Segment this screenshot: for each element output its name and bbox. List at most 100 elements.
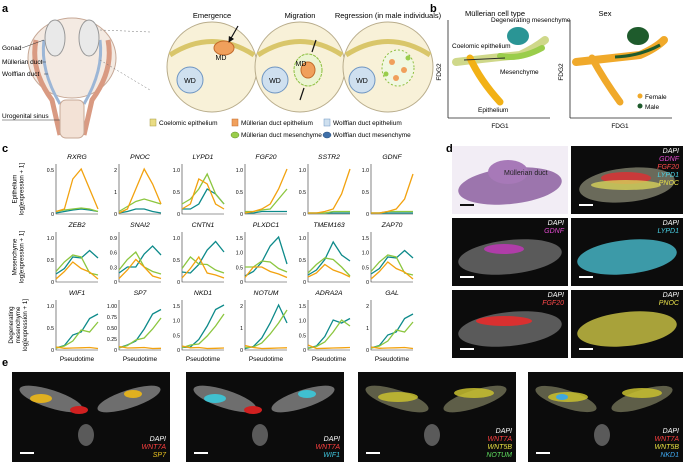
channel-labels-e1: DAPI WNT7A SP7 [141, 436, 167, 459]
pseudotime-plot-GAL: GAL 0 1 2 Pseudotime [366, 290, 414, 363]
channel-labels-lypd1: DAPI LYPD1 [657, 220, 679, 235]
gene-title: TMEM163 [313, 222, 345, 229]
y-tick: 0 [51, 348, 54, 354]
channel-labels-e2: DAPI WNT7A WIF1 [315, 436, 341, 459]
y-tick: 2 [240, 304, 243, 310]
urogenital-sinus-label: Urogenital sinus [2, 113, 49, 120]
legend-wd-epithelium: Wolffian duct epithelium [333, 120, 402, 127]
y-tick: 0 [303, 212, 306, 218]
pseudotime-plot-LYPD1: LYPD1 0 0.5 1.0 [173, 154, 225, 218]
y-tick: 0.5 [362, 265, 369, 271]
pseudotime-plot-SNAI2: SNAI2 0 0.3 0.6 0.9 [110, 222, 162, 286]
x-axis-label: Pseudotime [186, 356, 221, 363]
gene-title: NKD1 [194, 290, 212, 297]
circle-md-2: MD [296, 61, 307, 68]
expression-curve [181, 313, 225, 349]
stage-title-regression: Regression (in male individuals) [335, 11, 442, 20]
fish-fgf20: DAPI FGF20 [452, 290, 568, 358]
y-tick: 0.5 [236, 190, 243, 196]
wholemount-sp7: DAPI WNT7A SP7 [12, 372, 170, 462]
pseudotime-plot-FGF20: FGF20 0 0.5 1.0 [236, 154, 288, 218]
y-tick: 2 [366, 304, 369, 310]
gene-title: WIF1 [69, 290, 85, 297]
gene-title: ADRA2A [314, 290, 343, 297]
cell-type-legend: Coelomic epithelium Müllerian duct epith… [149, 118, 411, 139]
y-tick: 0.5 [299, 190, 306, 196]
pseudotime-plot-ADRA2A: ADRA2A 0 0.5 1.0 1.5 Pseudotime [299, 290, 351, 363]
cluster-label-epithelium: Epithelium [478, 107, 508, 114]
stage-title-migration: Migration [285, 11, 316, 20]
gene-title: SNAI2 [130, 222, 150, 229]
stage-emergence: Emergence WD MD [166, 11, 258, 113]
gene-title: FGF20 [255, 154, 276, 161]
y-tick: 0 [240, 280, 243, 286]
pseudotime-plot-ZAP70: ZAP70 0 0.5 1.0 1.5 [362, 222, 414, 286]
mullerian-duct-label: Müllerian duct [2, 59, 43, 66]
cluster-label-coelomic: Coelomic epithelium [452, 43, 511, 50]
pseudotime-plot-ZEB2: ZEB2 0 0.5 1.0 [47, 222, 99, 286]
expression-curve [55, 346, 99, 350]
pseudotime-row-labels: Epitheliumlog[expression + 1] Mesenchymel… [8, 163, 29, 351]
row-label-1: Mesenchymelog[expression + 1] [12, 231, 26, 283]
embedding-title-cell-type: Müllerian cell type [465, 9, 525, 18]
expression-curve [181, 178, 225, 210]
y-tick: 0 [303, 280, 306, 286]
legend-md-mesenchyme: Müllerian duct mesenchyme [241, 132, 322, 139]
expression-curve [181, 304, 225, 349]
expression-curve [118, 345, 162, 350]
y-tick: 2 [114, 168, 117, 174]
y-tick: 0 [240, 212, 243, 218]
expression-curve [181, 345, 225, 350]
expression-curve [308, 168, 351, 214]
he-section: Müllerian duct [452, 146, 568, 214]
expression-curve [55, 321, 99, 349]
pseudotime-plot-NKD1: NKD1 0 0.5 1.0 1.5 Pseudotime [173, 290, 225, 363]
pseudotime-plot-RXRG: RXRG 0 0.5 [47, 154, 99, 218]
pseudotime-plot-PLXDC1: PLXDC1 0 0.5 1.0 1.5 [236, 222, 288, 286]
y-tick: 1.5 [362, 236, 369, 242]
y-tick: 0 [177, 348, 180, 354]
expression-curve [118, 250, 162, 275]
y-tick: 1.0 [47, 304, 54, 310]
channel-labels-pnoc: DAPI PNOC [658, 292, 679, 307]
y-tick: 1.00 [107, 304, 117, 310]
y-tick: 0.9 [110, 236, 117, 242]
pseudotime-plot-WIF1: WIF1 0 0.5 1.0 Pseudotime [47, 290, 99, 363]
channel-labels-fgf20: DAPI FGF20 [542, 292, 564, 307]
gene-title: ZEB2 [68, 222, 86, 229]
pseudotime-plot-CNTN1: CNTN1 0 0.5 1.0 [173, 222, 225, 286]
expression-curve [118, 258, 162, 280]
y-tick: 1 [240, 326, 243, 332]
expression-curve [371, 173, 414, 214]
y-tick: 0 [177, 212, 180, 218]
row-label-0: Epitheliumlog[expression + 1] [12, 163, 26, 215]
y-tick: 1.0 [299, 168, 306, 174]
expression-curve [55, 249, 99, 275]
wolffian-duct-label: Wolffian duct [2, 71, 40, 78]
y-tick: 0 [303, 348, 306, 354]
gene-title: GDNF [382, 154, 402, 161]
expression-curve [370, 313, 414, 349]
gene-title: CNTN1 [192, 222, 215, 229]
gene-title: SSTR2 [318, 154, 340, 161]
expression-curve [118, 317, 162, 349]
embedding-ylabel-1: FDG2 [436, 63, 443, 81]
expression-curve [118, 208, 162, 214]
expression-curve [307, 240, 351, 276]
pseudotime-plot-SSTR2: SSTR2 0 0.5 1.0 [299, 154, 351, 218]
y-tick: 0.5 [299, 258, 306, 264]
gene-title: SP7 [134, 290, 147, 297]
y-tick: 1 [114, 190, 117, 196]
y-tick: 1.5 [299, 304, 306, 310]
fish-gdnf: DAPI GDNF [452, 218, 568, 286]
expression-curve [244, 309, 288, 349]
expression-curve [55, 261, 99, 280]
expression-curve [307, 319, 351, 350]
channel-labels-gdnf: DAPI GDNF [544, 220, 564, 235]
y-tick: 0.5 [47, 168, 54, 174]
embedding-xlabel-1: FDG1 [491, 123, 509, 130]
y-tick: 0.25 [107, 337, 117, 343]
gene-title: PNOC [130, 154, 150, 161]
y-tick: 0 [366, 212, 369, 218]
x-axis-label: Pseudotime [60, 356, 95, 363]
